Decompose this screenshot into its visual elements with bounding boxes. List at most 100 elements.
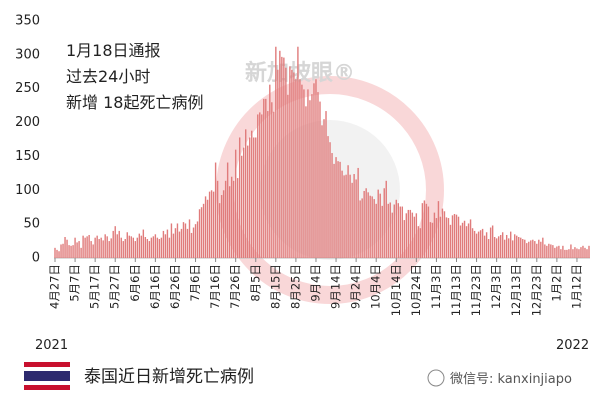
bar <box>267 111 269 258</box>
y-tick-label: 300 <box>15 47 40 62</box>
bar <box>542 237 544 258</box>
bar <box>335 157 337 258</box>
bar <box>162 230 165 258</box>
bar <box>437 201 440 258</box>
bar <box>405 213 408 258</box>
bar <box>202 203 205 258</box>
bar <box>116 234 118 258</box>
bar <box>251 130 253 258</box>
bar <box>144 237 147 258</box>
bar <box>471 228 474 258</box>
bar <box>301 84 303 258</box>
bar <box>574 247 576 258</box>
bar <box>309 100 311 259</box>
bar <box>160 237 163 258</box>
bar <box>279 50 281 259</box>
bar <box>497 236 500 258</box>
bar <box>425 203 428 258</box>
bar <box>118 230 120 258</box>
bar <box>311 94 313 258</box>
bar <box>325 111 327 258</box>
bar <box>522 239 524 258</box>
bar <box>507 238 510 258</box>
bar <box>307 89 309 259</box>
bar <box>582 245 584 258</box>
bar <box>188 219 191 258</box>
bar <box>419 228 422 258</box>
bar <box>224 180 227 258</box>
bar <box>532 239 534 258</box>
x-tick-label: 5月17日 <box>88 264 102 309</box>
bar <box>560 249 562 258</box>
bar <box>367 192 369 258</box>
bar <box>510 231 512 258</box>
bar <box>501 232 504 258</box>
bar <box>108 241 110 258</box>
bar <box>463 220 466 258</box>
x-tick-label: 6月26日 <box>168 264 182 309</box>
bar <box>164 234 167 258</box>
bar <box>220 195 223 258</box>
bar <box>467 223 470 258</box>
bar <box>56 249 58 258</box>
bar <box>409 209 412 258</box>
y-tick-label: 350 <box>15 14 40 29</box>
bar <box>385 180 387 258</box>
bar <box>259 112 261 259</box>
bar <box>222 190 225 258</box>
bar <box>431 222 434 258</box>
bar <box>443 211 446 258</box>
bar <box>218 203 221 258</box>
bar <box>168 237 171 258</box>
bar <box>435 218 438 258</box>
bar <box>433 212 436 258</box>
bar <box>154 234 157 258</box>
bar <box>204 196 207 258</box>
bar <box>395 199 397 258</box>
bar <box>305 106 307 258</box>
bar <box>393 204 395 258</box>
x-tick-label: 6月6日 <box>128 264 142 302</box>
bar <box>576 248 578 258</box>
bar <box>297 46 299 258</box>
bar <box>423 200 426 258</box>
bar <box>54 247 56 258</box>
bar <box>546 245 548 258</box>
bar <box>206 199 209 258</box>
bar <box>341 170 343 258</box>
bar <box>317 92 319 258</box>
bar <box>389 202 391 258</box>
year-label: 2022 <box>556 338 589 353</box>
bar <box>391 212 393 258</box>
bar <box>92 244 94 258</box>
bar <box>353 174 355 258</box>
x-tick-label: 12月13日 <box>509 264 523 316</box>
bar <box>333 163 335 258</box>
x-tick-label: 9月4日 <box>308 264 322 302</box>
bar <box>397 203 399 258</box>
bar <box>90 241 92 258</box>
bar <box>98 239 100 258</box>
bar <box>479 230 482 258</box>
bar <box>134 241 137 258</box>
bar <box>182 222 185 258</box>
annotation: 1月18日通报 <box>66 41 161 60</box>
bar <box>271 102 273 258</box>
x-tick-label: 4月27日 <box>48 264 62 309</box>
flag-stripe <box>24 371 70 381</box>
bar <box>122 241 124 258</box>
bar <box>212 191 215 258</box>
bar <box>534 241 536 258</box>
bar <box>94 237 96 258</box>
y-tick-label: 50 <box>23 217 40 232</box>
thai-flag <box>24 362 70 390</box>
bar <box>526 243 528 258</box>
plot-area: 0 50 100 150 200 250 300 350 4月27日 5月7日 5月17日 5月27日… <box>15 14 590 316</box>
bar <box>588 245 590 258</box>
bar <box>427 206 430 258</box>
bar <box>568 249 570 258</box>
bar <box>401 206 404 258</box>
bar <box>76 242 78 258</box>
bar <box>82 235 84 258</box>
